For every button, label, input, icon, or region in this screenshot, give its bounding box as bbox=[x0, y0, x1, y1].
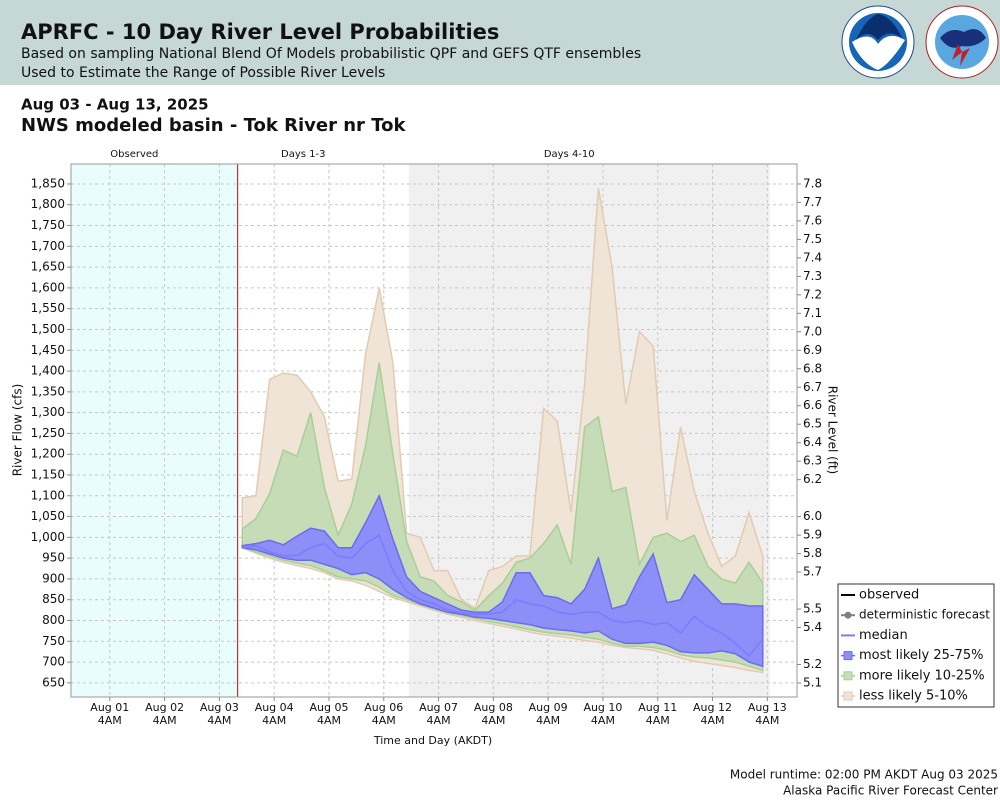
subtitle: Used to Estimate the Range of Possible R… bbox=[21, 65, 385, 81]
y-tick-label: 750 bbox=[42, 634, 65, 648]
y-tick-label: 1,850 bbox=[31, 176, 65, 190]
y-tick-label: 1,650 bbox=[31, 260, 65, 274]
legend-label: most likely 25-75% bbox=[859, 648, 983, 663]
region-label: Days 1-3 bbox=[281, 149, 325, 160]
y2-tick-label: 7.8 bbox=[803, 176, 822, 190]
y-tick-label: 1,700 bbox=[31, 239, 65, 253]
y2-tick-label: 7.7 bbox=[803, 195, 822, 209]
header-band bbox=[0, 0, 1000, 85]
y-tick-label: 1,350 bbox=[31, 384, 65, 398]
location: NWS modeled basin - Tok River nr Tok bbox=[21, 115, 406, 136]
y-tick-label: 700 bbox=[42, 655, 65, 669]
x-tick-label: Aug 08 4AM bbox=[473, 701, 513, 727]
y-axis-label: River Flow (cfs) bbox=[11, 384, 25, 477]
plot-frame bbox=[70, 163, 798, 698]
y-tick-label: 1,150 bbox=[31, 467, 65, 481]
legend-swatch bbox=[843, 671, 853, 681]
y2-tick-label: 6.8 bbox=[803, 361, 822, 375]
probability-band bbox=[241, 493, 764, 668]
x-tick-label: Aug 06 4AM bbox=[364, 701, 404, 727]
y-tick-label: 1,800 bbox=[31, 197, 65, 211]
x-tick-label: Aug 13 4AM bbox=[747, 701, 787, 727]
x-tick-label: Aug 01 4AM bbox=[90, 701, 130, 727]
x-axis-label: Time and Day (AKDT) bbox=[373, 734, 492, 747]
footer-note: Model runtime: 02:00 PM AKDT Aug 03 2025 bbox=[730, 768, 998, 782]
nws-logo bbox=[925, 5, 999, 79]
subtitle: Based on sampling National Blend Of Mode… bbox=[21, 46, 641, 62]
y-tick-label: 950 bbox=[42, 551, 65, 565]
x-tick-label: Aug 03 4AM bbox=[199, 701, 239, 727]
y-tick-label: 1,400 bbox=[31, 364, 65, 378]
date-range: Aug 03 - Aug 13, 2025 bbox=[21, 96, 209, 114]
legend-label: more likely 10-25% bbox=[859, 668, 985, 683]
y2-tick-label: 7.1 bbox=[803, 306, 822, 320]
y2-tick-label: 5.7 bbox=[803, 565, 822, 579]
legend-label: median bbox=[859, 628, 908, 643]
y-tick-label: 900 bbox=[42, 571, 65, 585]
y2-tick-label: 5.9 bbox=[803, 528, 822, 542]
region-label: Days 4-10 bbox=[544, 149, 595, 160]
y-tick-label: 850 bbox=[42, 592, 65, 606]
y-tick-label: 1,200 bbox=[31, 447, 65, 461]
y2-tick-label: 5.2 bbox=[803, 657, 822, 671]
chart-title: APRFC - 10 Day River Level Probabilities bbox=[21, 20, 499, 44]
x-tick-label: Aug 11 4AM bbox=[638, 701, 678, 727]
x-tick-label: Aug 12 4AM bbox=[693, 701, 732, 727]
y2-tick-label: 6.0 bbox=[803, 509, 822, 523]
legend-box bbox=[837, 583, 995, 708]
y2-tick-label: 5.5 bbox=[803, 602, 822, 616]
y2-tick-label: 5.4 bbox=[803, 620, 822, 634]
legend-label: deterministic forecast bbox=[859, 608, 990, 622]
y2-tick-label: 6.6 bbox=[803, 398, 822, 412]
y2-tick-label: 7.0 bbox=[803, 324, 822, 338]
noaa-logo bbox=[841, 5, 915, 79]
y2-tick-label: 6.2 bbox=[803, 472, 822, 486]
y-tick-label: 1,000 bbox=[31, 530, 65, 544]
y-tick-label: 800 bbox=[42, 613, 65, 627]
y-tick-label: 1,050 bbox=[31, 509, 65, 523]
y-tick-label: 1,600 bbox=[31, 280, 65, 294]
region-label: Observed bbox=[110, 149, 158, 160]
y2-axis-label: River Level (ft) bbox=[826, 386, 840, 474]
x-tick-label: Aug 05 4AM bbox=[309, 701, 349, 727]
y2-tick-label: 7.6 bbox=[803, 213, 822, 227]
y-tick-label: 1,750 bbox=[31, 218, 65, 232]
y-tick-label: 1,500 bbox=[31, 322, 65, 336]
y2-tick-label: 6.5 bbox=[803, 417, 822, 431]
series-line bbox=[242, 534, 764, 657]
y2-tick-label: 6.9 bbox=[803, 343, 822, 357]
x-tick-label: Aug 04 4AM bbox=[254, 701, 294, 727]
y2-tick-label: 7.5 bbox=[803, 232, 822, 246]
y2-tick-label: 7.3 bbox=[803, 269, 822, 283]
x-tick-label: Aug 07 4AM bbox=[419, 701, 459, 727]
x-tick-label: Aug 09 4AM bbox=[528, 701, 568, 727]
y-tick-label: 650 bbox=[42, 675, 65, 689]
region bbox=[71, 164, 238, 697]
y-tick-label: 1,550 bbox=[31, 301, 65, 315]
y-tick-label: 1,250 bbox=[31, 426, 65, 440]
y2-tick-label: 7.2 bbox=[803, 287, 822, 301]
y2-tick-label: 5.8 bbox=[803, 546, 822, 560]
y-tick-label: 1,300 bbox=[31, 405, 65, 419]
legend-label: less likely 5-10% bbox=[859, 689, 968, 704]
legend-dot bbox=[844, 611, 852, 619]
legend-swatch bbox=[843, 651, 853, 661]
y-tick-label: 1,100 bbox=[31, 488, 65, 502]
y2-tick-label: 6.4 bbox=[803, 435, 822, 449]
legend-swatch bbox=[843, 691, 853, 701]
legend-label: observed bbox=[859, 588, 919, 603]
x-tick-label: Aug 10 4AM bbox=[583, 701, 623, 727]
y2-tick-label: 7.4 bbox=[803, 250, 822, 264]
y-tick-label: 1,450 bbox=[31, 343, 65, 357]
y2-tick-label: 6.7 bbox=[803, 380, 822, 394]
y2-tick-label: 5.1 bbox=[803, 675, 822, 689]
x-tick-label: Aug 02 4AM bbox=[145, 701, 185, 727]
y2-tick-label: 6.3 bbox=[803, 454, 822, 468]
footer-note: Alaska Pacific River Forecast Center bbox=[783, 784, 998, 798]
